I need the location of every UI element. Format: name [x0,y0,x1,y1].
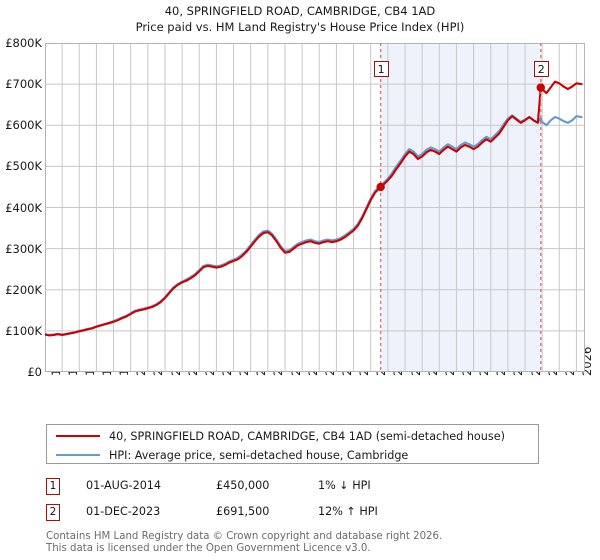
sale-date: 01-AUG-2014 [86,479,162,492]
legend-item-label: HPI: Average price, semi-detached house,… [109,448,409,462]
y-axis-tick-label: £600K [5,118,42,133]
chart-plot-area [45,43,585,372]
legend-item: 40, SPRINGFIELD ROAD, CAMBRIDGE, CB4 1AD… [47,426,505,446]
title-line-address: 40, SPRINGFIELD ROAD, CAMBRIDGE, CB4 1AD [164,4,436,18]
footer-line-2: This data is licensed under the Open Gov… [46,542,371,554]
y-axis-tick-label: £700K [5,77,42,92]
sale-index-badge: 1 [46,478,60,495]
y-axis-tick-label: £400K [5,200,42,215]
y-axis-tick-label: £200K [5,282,42,297]
sale-date: 01-DEC-2023 [86,505,161,518]
chart-svg [45,43,585,372]
y-axis-tick-label: £300K [5,241,42,256]
legend-item: HPI: Average price, semi-detached house,… [47,445,408,465]
sale-price: £691,500 [216,505,270,518]
y-axis-tick-label: £500K [5,159,42,174]
y-axis-tick-label: £100K [5,323,42,338]
y-axis-tick-label: £0 [27,365,42,379]
footer-line-1: Contains HM Land Registry data © Crown c… [46,531,443,542]
series-line-price-paid [45,80,583,337]
annotation-marker-2[interactable]: 2 [533,61,549,77]
legend-color-swatch [56,454,100,456]
annotation-marker-1[interactable]: 1 [373,61,389,77]
title-line-subtitle: Price paid vs. HM Land Registry's House … [135,20,465,34]
sale-point-1 [376,182,385,192]
plot-border [45,43,585,372]
legend-color-swatch [56,435,100,437]
page-title: 40, SPRINGFIELD ROAD, CAMBRIDGE, CB4 1AD… [0,3,600,35]
sale-hpi-delta: 1% ↓ HPI [318,479,371,492]
footer-attribution: Contains HM Land Registry data © Crown c… [46,531,586,554]
legend-item-label: 40, SPRINGFIELD ROAD, CAMBRIDGE, CB4 1AD… [109,429,505,443]
sale-point-2 [536,83,545,92]
sale-hpi-delta: 12% ↑ HPI [318,505,378,518]
sale-table-row: 2 01-DEC-2023 £691,500 12% ↑ HPI [46,504,546,522]
y-axis-tick-label: £800K [5,36,42,50]
sale-table-row: 1 01-AUG-2014 £450,000 1% ↓ HPI [46,478,546,496]
sale-price: £450,000 [216,479,270,492]
sale-index-badge: 2 [46,504,60,521]
chart-legend: 40, SPRINGFIELD ROAD, CAMBRIDGE, CB4 1AD… [46,424,539,464]
